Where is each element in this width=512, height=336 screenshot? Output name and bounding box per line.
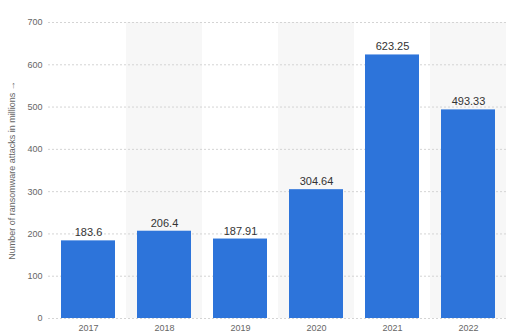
svg-text:200: 200: [27, 229, 42, 239]
svg-text:0: 0: [37, 313, 42, 323]
svg-text:2020: 2020: [306, 323, 326, 333]
svg-text:2018: 2018: [154, 323, 174, 333]
svg-text:2019: 2019: [230, 323, 250, 333]
svg-text:206.4: 206.4: [151, 217, 179, 229]
svg-text:100: 100: [27, 271, 42, 281]
svg-text:2017: 2017: [78, 323, 98, 333]
svg-text:2022: 2022: [458, 323, 478, 333]
svg-text:600: 600: [27, 60, 42, 70]
svg-text:2021: 2021: [382, 323, 402, 333]
svg-text:493.33: 493.33: [452, 95, 486, 107]
svg-text:700: 700: [27, 17, 42, 27]
svg-text:500: 500: [27, 102, 42, 112]
svg-text:400: 400: [27, 144, 42, 154]
svg-text:623.25: 623.25: [376, 40, 410, 52]
svg-text:300: 300: [27, 187, 42, 197]
svg-text:187.91: 187.91: [224, 225, 258, 237]
svg-text:Number of ransomware attacks i: Number of ransomware attacks in millions…: [7, 81, 17, 260]
svg-text:183.6: 183.6: [75, 226, 103, 238]
svg-text:304.64: 304.64: [300, 175, 334, 187]
